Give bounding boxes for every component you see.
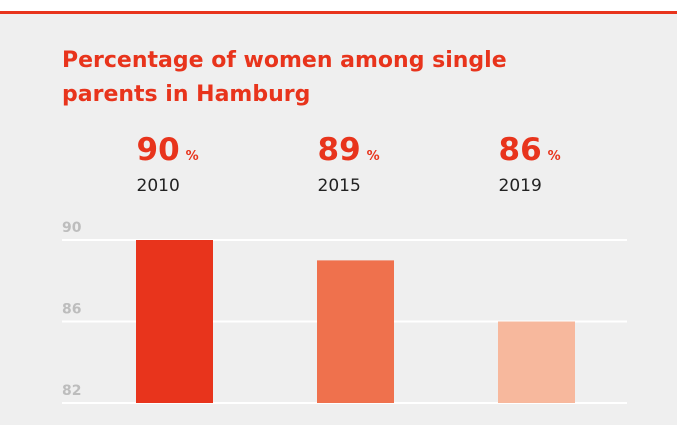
category-label: 2010 (137, 176, 180, 196)
value-number: 90 (137, 132, 180, 168)
bar (498, 321, 575, 403)
value-label: 89% (318, 132, 380, 168)
value-unit: % (186, 149, 199, 164)
chart-title: Percentage of women among single parents… (62, 48, 507, 107)
value-label: 90% (137, 132, 199, 168)
value-unit: % (367, 149, 380, 164)
y-tick-label: 90 (62, 220, 82, 236)
value-number: 89 (318, 132, 361, 168)
value-label: 86% (499, 132, 561, 168)
value-unit: % (548, 149, 561, 164)
bar (317, 260, 394, 403)
value-number: 86 (499, 132, 542, 168)
y-tick-label: 86 (62, 302, 81, 318)
y-tick-label: 82 (62, 383, 81, 399)
bar (136, 240, 213, 403)
top-rule (0, 11, 677, 14)
category-label: 2019 (499, 176, 542, 196)
category-label: 2015 (318, 176, 361, 196)
